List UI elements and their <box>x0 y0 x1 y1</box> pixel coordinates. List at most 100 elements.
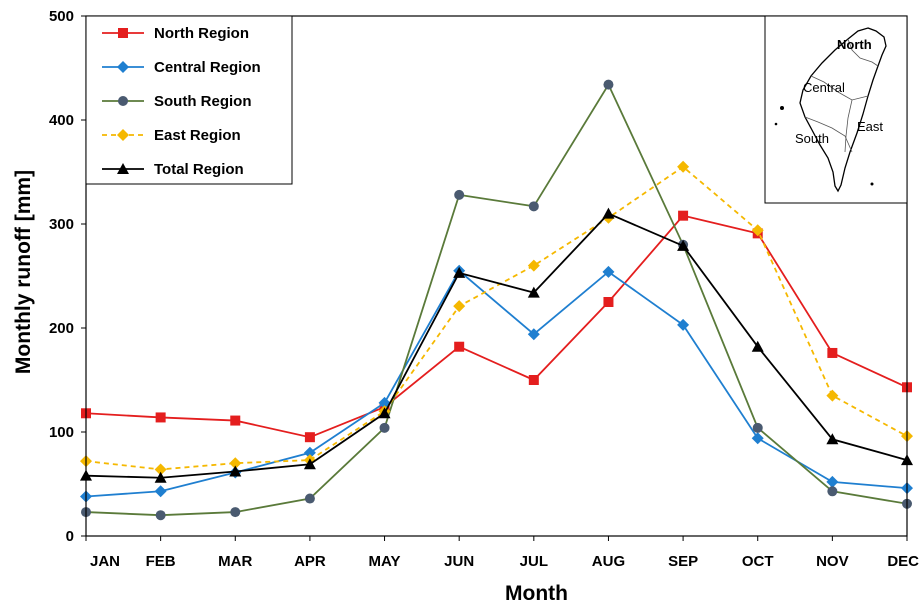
y-axis-title: Monthly runoff [mm] <box>12 170 35 374</box>
data-point <box>229 457 242 470</box>
legend-swatch-marker <box>117 163 129 174</box>
data-point <box>826 475 839 488</box>
series-line <box>85 269 908 498</box>
data-point <box>154 471 167 483</box>
data-point <box>379 422 390 433</box>
x-tick-label: NOV <box>816 553 849 570</box>
data-point <box>527 328 540 341</box>
legend-label: South Region <box>154 93 252 110</box>
plot-area <box>80 79 913 521</box>
data-point <box>678 210 689 221</box>
data-point <box>304 493 315 504</box>
data-point <box>603 297 614 307</box>
y-tick-label: 0 <box>66 528 74 545</box>
x-tick-label: MAR <box>218 553 252 570</box>
legend-label: North Region <box>154 25 249 42</box>
data-point <box>230 415 241 426</box>
map-label-east: East <box>857 119 883 134</box>
legend-entry: South Region <box>102 93 252 110</box>
x-tick-label: MAY <box>369 553 401 570</box>
legend-label: Central Region <box>154 59 261 76</box>
x-tick-label: SEP <box>668 553 698 570</box>
y-tick-label: 200 <box>49 320 74 337</box>
x-tick-label: JUL <box>520 553 548 570</box>
data-point <box>826 433 839 445</box>
legend-swatch-marker <box>118 28 128 38</box>
data-point <box>303 446 316 459</box>
island-dot <box>774 122 778 126</box>
data-point <box>230 507 241 518</box>
region-boundary-south <box>804 116 853 153</box>
x-tick-label: JAN <box>90 553 120 570</box>
x-tick-label: JUN <box>444 553 474 570</box>
data-point <box>154 463 167 476</box>
x-tick-label: OCT <box>742 553 774 570</box>
data-point <box>304 432 315 443</box>
data-point <box>303 458 316 470</box>
map-label-south: South <box>795 131 829 146</box>
data-point <box>154 485 167 498</box>
x-tick-label: AUG <box>592 553 625 570</box>
x-axis-title: Month <box>505 582 568 604</box>
series-total-region <box>80 207 913 483</box>
data-point <box>378 407 391 419</box>
region-boundary-central <box>810 75 869 101</box>
y-tick-label: 300 <box>49 216 74 233</box>
y-tick-label: 400 <box>49 112 74 129</box>
legend-swatch-marker <box>117 129 129 141</box>
data-point <box>751 432 764 445</box>
data-point <box>751 340 764 352</box>
data-point <box>527 259 540 272</box>
legend: North Region Central Region South Region Ea… <box>85 15 293 185</box>
x-tick-label: DEC <box>887 553 919 570</box>
data-point <box>454 189 465 200</box>
data-point <box>751 224 764 237</box>
data-point <box>453 266 466 278</box>
data-point <box>528 375 539 385</box>
map-label-central: Central <box>803 80 845 95</box>
data-point <box>528 201 539 212</box>
legend-entry: Total Region <box>102 161 244 178</box>
data-point <box>454 341 465 352</box>
legend-swatch-marker <box>118 96 128 106</box>
taiwan-island-outline <box>799 27 887 193</box>
data-point <box>603 79 614 90</box>
data-point <box>229 465 242 477</box>
legend-entry: East Region <box>102 127 241 144</box>
x-tick-label: APR <box>294 553 326 570</box>
data-point <box>826 389 839 402</box>
legend-entry: North Region <box>102 25 249 42</box>
axes: 0 100 200 300 400 500 JAN FEB MAR APR MAY JUN JUL AUG… <box>12 8 919 604</box>
y-tick-label: 100 <box>49 424 74 441</box>
island-dot <box>870 182 874 186</box>
series-east-region <box>80 160 913 476</box>
data-point <box>827 347 838 358</box>
data-point <box>827 486 838 497</box>
data-point <box>602 265 615 278</box>
data-point <box>453 300 466 313</box>
series-line <box>85 165 908 471</box>
penghu-islands <box>780 106 784 110</box>
data-point <box>677 160 690 173</box>
region-boundary-east <box>844 99 853 153</box>
legend-label: East Region <box>154 127 241 144</box>
legend-label: Total Region <box>154 161 244 178</box>
data-point <box>677 318 690 331</box>
series-south-region <box>81 79 912 521</box>
taiwan-map-inset: North Central East South <box>764 15 908 204</box>
series-north-region <box>81 210 912 443</box>
data-point <box>155 510 166 521</box>
data-point <box>677 239 690 251</box>
series-line <box>85 214 908 439</box>
data-point <box>602 207 615 219</box>
map-label-north: North <box>837 37 872 52</box>
data-point <box>527 286 540 298</box>
y-tick-label: 500 <box>49 8 74 25</box>
data-point <box>155 412 166 423</box>
legend-entry: Central Region <box>102 59 261 76</box>
region-boundary-north <box>847 38 879 67</box>
legend-swatch-marker <box>117 61 129 73</box>
data-point <box>752 422 763 433</box>
plot-frame <box>85 15 908 537</box>
